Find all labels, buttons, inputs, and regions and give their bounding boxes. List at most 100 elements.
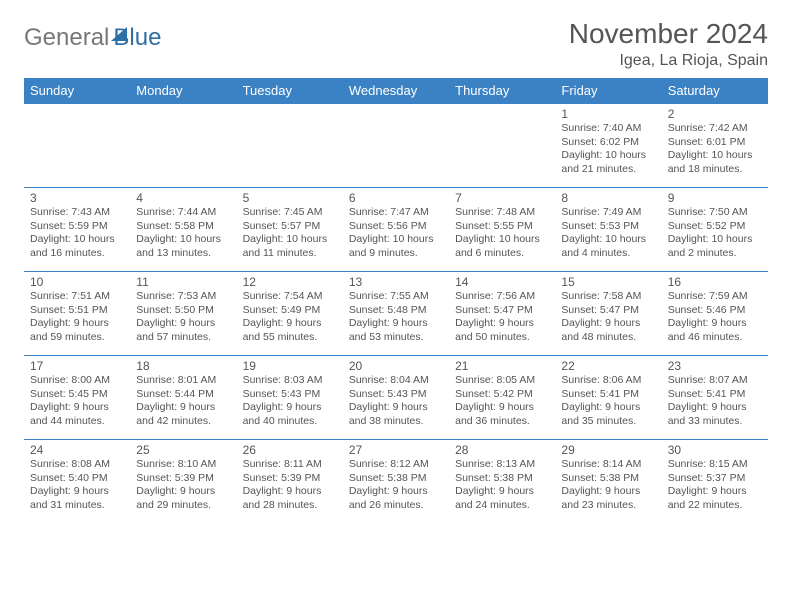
daylight-text: Daylight: 9 hours and 59 minutes. [30,317,124,344]
day-info: Sunrise: 8:05 AMSunset: 5:42 PMDaylight:… [455,374,549,429]
day-number: 10 [30,275,124,289]
day-number: 21 [455,359,549,373]
sunrise-text: Sunrise: 7:53 AM [136,290,230,304]
daylight-text: Daylight: 9 hours and 44 minutes. [30,401,124,428]
sunset-text: Sunset: 5:37 PM [668,472,762,486]
day-info: Sunrise: 8:01 AMSunset: 5:44 PMDaylight:… [136,374,230,429]
calendar-day-cell: 22Sunrise: 8:06 AMSunset: 5:41 PMDayligh… [555,356,661,440]
sunrise-text: Sunrise: 7:49 AM [561,206,655,220]
logo-text-general: General [24,24,109,52]
sunset-text: Sunset: 5:42 PM [455,388,549,402]
sunset-text: Sunset: 5:39 PM [136,472,230,486]
calendar-day-cell [237,104,343,188]
daylight-text: Daylight: 10 hours and 21 minutes. [561,149,655,176]
day-info: Sunrise: 7:43 AMSunset: 5:59 PMDaylight:… [30,206,124,261]
day-info: Sunrise: 7:51 AMSunset: 5:51 PMDaylight:… [30,290,124,345]
daylight-text: Daylight: 10 hours and 6 minutes. [455,233,549,260]
sunrise-text: Sunrise: 7:45 AM [243,206,337,220]
sunrise-text: Sunrise: 7:50 AM [668,206,762,220]
day-number: 11 [136,275,230,289]
day-number: 26 [243,443,337,457]
day-header: Monday [130,78,236,104]
sunset-text: Sunset: 5:38 PM [349,472,443,486]
calendar-day-cell [449,104,555,188]
logo: General Blue [24,18,161,52]
sunrise-text: Sunrise: 7:47 AM [349,206,443,220]
sunrise-text: Sunrise: 8:12 AM [349,458,443,472]
daylight-text: Daylight: 10 hours and 13 minutes. [136,233,230,260]
daylight-text: Daylight: 9 hours and 40 minutes. [243,401,337,428]
day-number: 9 [668,191,762,205]
day-info: Sunrise: 7:50 AMSunset: 5:52 PMDaylight:… [668,206,762,261]
sunrise-text: Sunrise: 8:08 AM [30,458,124,472]
daylight-text: Daylight: 9 hours and 35 minutes. [561,401,655,428]
day-number: 3 [30,191,124,205]
sunset-text: Sunset: 5:49 PM [243,304,337,318]
page-title: November 2024 [569,18,768,50]
calendar-day-cell: 27Sunrise: 8:12 AMSunset: 5:38 PMDayligh… [343,440,449,524]
sunset-text: Sunset: 5:59 PM [30,220,124,234]
day-info: Sunrise: 7:49 AMSunset: 5:53 PMDaylight:… [561,206,655,261]
calendar-day-cell: 16Sunrise: 7:59 AMSunset: 5:46 PMDayligh… [662,272,768,356]
day-info: Sunrise: 7:53 AMSunset: 5:50 PMDaylight:… [136,290,230,345]
sunrise-text: Sunrise: 8:15 AM [668,458,762,472]
daylight-text: Daylight: 10 hours and 18 minutes. [668,149,762,176]
calendar-day-cell: 10Sunrise: 7:51 AMSunset: 5:51 PMDayligh… [24,272,130,356]
sunset-text: Sunset: 6:02 PM [561,136,655,150]
day-number: 8 [561,191,655,205]
sunrise-text: Sunrise: 7:54 AM [243,290,337,304]
sunset-text: Sunset: 5:41 PM [668,388,762,402]
daylight-text: Daylight: 9 hours and 29 minutes. [136,485,230,512]
calendar-day-cell: 29Sunrise: 8:14 AMSunset: 5:38 PMDayligh… [555,440,661,524]
day-info: Sunrise: 8:03 AMSunset: 5:43 PMDaylight:… [243,374,337,429]
day-info: Sunrise: 8:06 AMSunset: 5:41 PMDaylight:… [561,374,655,429]
sunset-text: Sunset: 5:57 PM [243,220,337,234]
sunset-text: Sunset: 5:45 PM [30,388,124,402]
sunrise-text: Sunrise: 8:11 AM [243,458,337,472]
calendar-day-cell: 19Sunrise: 8:03 AMSunset: 5:43 PMDayligh… [237,356,343,440]
calendar-day-cell: 11Sunrise: 7:53 AMSunset: 5:50 PMDayligh… [130,272,236,356]
day-number: 13 [349,275,443,289]
day-info: Sunrise: 7:54 AMSunset: 5:49 PMDaylight:… [243,290,337,345]
day-number: 17 [30,359,124,373]
calendar-day-cell: 14Sunrise: 7:56 AMSunset: 5:47 PMDayligh… [449,272,555,356]
daylight-text: Daylight: 9 hours and 24 minutes. [455,485,549,512]
calendar-day-cell: 15Sunrise: 7:58 AMSunset: 5:47 PMDayligh… [555,272,661,356]
calendar-week-row: 17Sunrise: 8:00 AMSunset: 5:45 PMDayligh… [24,356,768,440]
sunset-text: Sunset: 5:43 PM [349,388,443,402]
page-header: General Blue November 2024 Igea, La Rioj… [24,18,768,70]
sunrise-text: Sunrise: 8:13 AM [455,458,549,472]
daylight-text: Daylight: 9 hours and 42 minutes. [136,401,230,428]
daylight-text: Daylight: 9 hours and 22 minutes. [668,485,762,512]
day-number: 22 [561,359,655,373]
sunset-text: Sunset: 5:51 PM [30,304,124,318]
sunrise-text: Sunrise: 8:07 AM [668,374,762,388]
sunset-text: Sunset: 5:38 PM [455,472,549,486]
sunrise-text: Sunrise: 7:40 AM [561,122,655,136]
day-number: 12 [243,275,337,289]
sunset-text: Sunset: 5:55 PM [455,220,549,234]
sunset-text: Sunset: 5:52 PM [668,220,762,234]
sunset-text: Sunset: 5:47 PM [455,304,549,318]
day-header: Saturday [662,78,768,104]
daylight-text: Daylight: 9 hours and 57 minutes. [136,317,230,344]
day-info: Sunrise: 8:04 AMSunset: 5:43 PMDaylight:… [349,374,443,429]
calendar-day-cell: 8Sunrise: 7:49 AMSunset: 5:53 PMDaylight… [555,188,661,272]
sunset-text: Sunset: 5:40 PM [30,472,124,486]
sunset-text: Sunset: 5:46 PM [668,304,762,318]
sunrise-text: Sunrise: 7:55 AM [349,290,443,304]
sunset-text: Sunset: 5:41 PM [561,388,655,402]
calendar-day-cell: 7Sunrise: 7:48 AMSunset: 5:55 PMDaylight… [449,188,555,272]
day-number: 25 [136,443,230,457]
daylight-text: Daylight: 9 hours and 55 minutes. [243,317,337,344]
day-info: Sunrise: 8:15 AMSunset: 5:37 PMDaylight:… [668,458,762,513]
daylight-text: Daylight: 9 hours and 28 minutes. [243,485,337,512]
calendar-day-cell: 6Sunrise: 7:47 AMSunset: 5:56 PMDaylight… [343,188,449,272]
sunrise-text: Sunrise: 7:48 AM [455,206,549,220]
title-block: November 2024 Igea, La Rioja, Spain [569,18,768,70]
day-number: 24 [30,443,124,457]
day-number: 7 [455,191,549,205]
day-info: Sunrise: 8:07 AMSunset: 5:41 PMDaylight:… [668,374,762,429]
calendar-day-cell: 26Sunrise: 8:11 AMSunset: 5:39 PMDayligh… [237,440,343,524]
daylight-text: Daylight: 9 hours and 38 minutes. [349,401,443,428]
